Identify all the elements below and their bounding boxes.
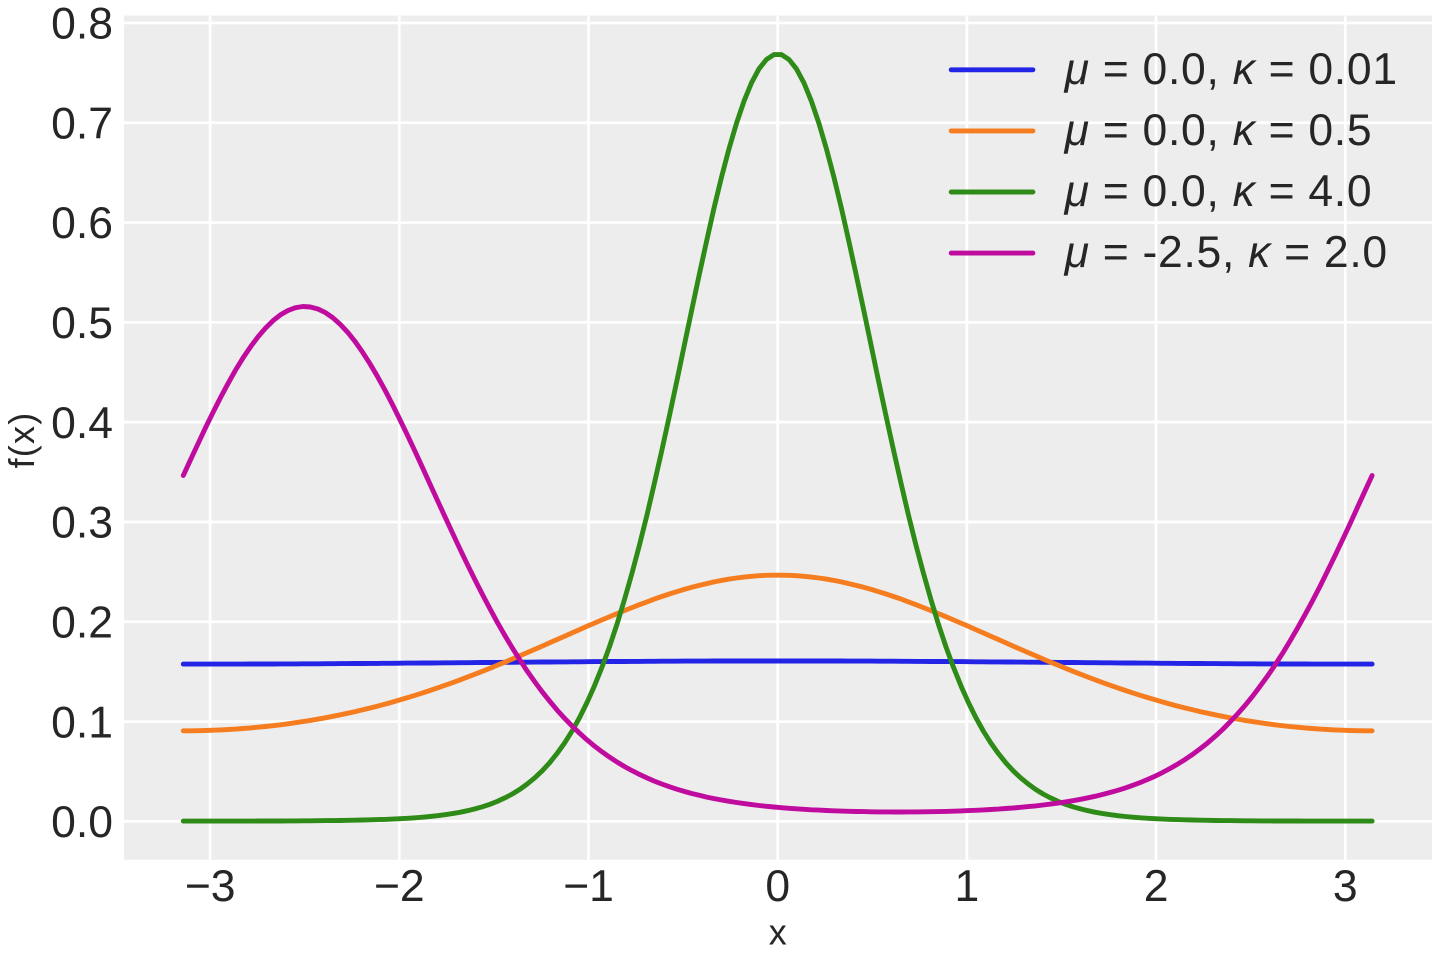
svg-text:0.4: 0.4 [51,399,113,448]
svg-text:2: 2 [1144,862,1169,911]
svg-text:−2: −2 [374,862,425,911]
svg-text:μ = 0.0, κ = 0.01: μ = 0.0, κ = 0.01 [1064,45,1398,94]
svg-text:0.0: 0.0 [51,798,113,847]
svg-text:μ = 0.0, κ = 4.0: μ = 0.0, κ = 4.0 [1064,167,1373,216]
svg-text:0.1: 0.1 [51,698,113,747]
svg-text:0.3: 0.3 [51,499,113,548]
svg-text:0.7: 0.7 [51,99,113,148]
svg-text:f(x): f(x) [1,412,42,469]
svg-text:x: x [769,912,787,953]
svg-text:μ = -2.5, κ = 2.0: μ = -2.5, κ = 2.0 [1064,228,1388,277]
svg-text:μ = 0.0, κ = 0.5: μ = 0.0, κ = 0.5 [1064,106,1373,155]
svg-text:3: 3 [1333,862,1358,911]
svg-text:0.8: 0.8 [51,0,113,49]
svg-text:0.2: 0.2 [51,599,113,648]
svg-text:0.5: 0.5 [51,299,113,348]
svg-text:0: 0 [765,862,790,911]
svg-text:0.6: 0.6 [51,199,113,248]
svg-text:1: 1 [955,862,980,911]
svg-text:−3: −3 [185,862,236,911]
svg-text:−1: −1 [563,862,614,911]
